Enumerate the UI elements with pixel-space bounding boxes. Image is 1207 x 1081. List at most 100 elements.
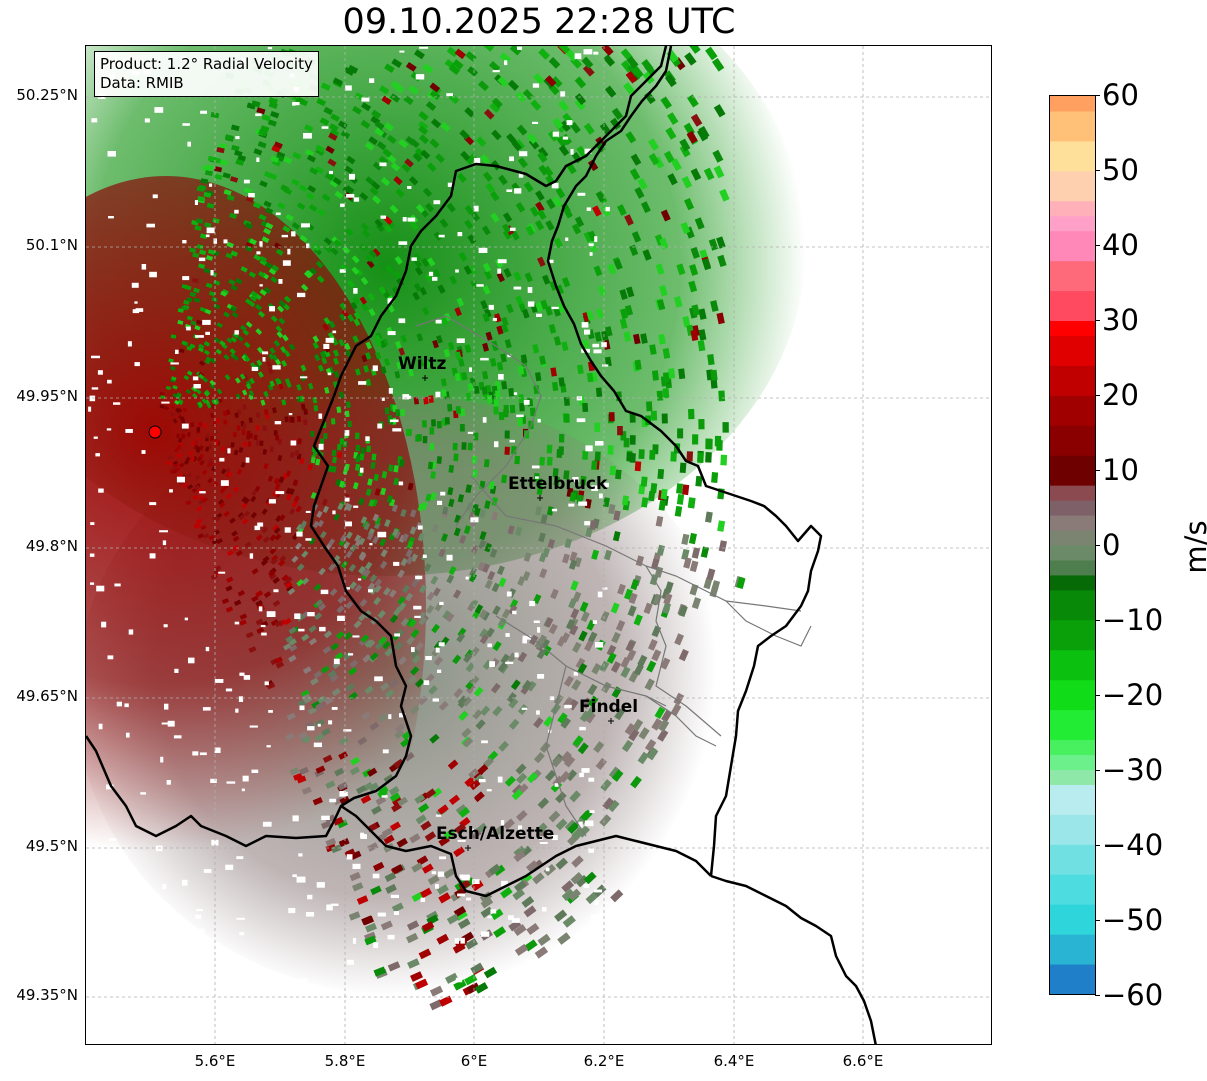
radar-echo-pixel: [409, 138, 420, 149]
radar-echo-pixel: [250, 495, 257, 503]
radar-echo-pixel: [437, 284, 446, 294]
radar-echo-pixel: [461, 727, 472, 739]
radar-echo-gap: [506, 591, 512, 597]
radar-echo-gap: [415, 74, 425, 80]
radar-map[interactable]: Wiltz Ettelbruck Findel Esch/Alzette: [85, 45, 992, 1045]
radar-echo-gap: [573, 671, 578, 676]
radar-echo-pixel: [481, 225, 491, 236]
radar-echo-pixel: [415, 814, 427, 825]
radar-echo-pixel: [490, 908, 504, 921]
radar-echo-gap: [299, 978, 308, 983]
radar-echo-pixel: [384, 63, 395, 74]
radar-echo-gap: [292, 1019, 301, 1023]
radar-echo-gap: [188, 657, 195, 664]
radar-echo-pixel: [313, 583, 322, 592]
radar-echo-pixel: [234, 150, 243, 157]
radar-echo-gap: [107, 655, 114, 660]
radar-echo-pixel: [381, 95, 392, 106]
radar-echo-pixel: [441, 316, 449, 326]
radar-echo-pixel: [413, 397, 420, 405]
radar-echo-pixel: [638, 484, 646, 495]
radar-echo-gap: [296, 876, 306, 883]
radar-echo-pixel: [401, 533, 409, 542]
radar-echo-gap: [267, 47, 273, 50]
radar-echo-pixel: [561, 341, 569, 352]
radar-echo-pixel: [213, 569, 221, 575]
radar-echo-pixel: [497, 617, 507, 628]
radar-echo-pixel: [464, 344, 472, 354]
radar-echo-pixel: [629, 413, 636, 423]
radar-echo-gap: [566, 120, 573, 126]
radar-echo-pixel: [537, 209, 547, 220]
radar-echo-gap: [269, 306, 275, 312]
radar-echo-gap: [576, 418, 586, 423]
radar-echo-gap: [545, 867, 550, 872]
radar-echo-gap: [602, 587, 608, 590]
radar-echo-gap: [255, 113, 262, 117]
radar-echo-pixel: [496, 325, 504, 335]
radar-echo-pixel: [674, 633, 684, 646]
radar-echo-pixel: [414, 266, 423, 276]
radar-echo-pixel: [682, 484, 690, 496]
radar-echo-pixel: [329, 128, 340, 138]
radar-echo-pixel: [181, 284, 189, 290]
radar-echo-pixel: [473, 507, 481, 517]
radar-echo-pixel: [190, 422, 195, 428]
radar-echo-gap: [559, 983, 567, 986]
radar-echo-pixel: [352, 335, 360, 344]
radar-echo-pixel: [670, 451, 677, 462]
radar-echo-pixel: [384, 647, 394, 657]
radar-echo-pixel: [289, 488, 295, 496]
radar-echo-pixel: [167, 455, 173, 461]
radar-echo-gap: [249, 725, 258, 728]
radar-echo-pixel: [373, 966, 387, 977]
radar-echo-pixel: [391, 902, 404, 913]
radar-echo-pixel: [523, 430, 530, 439]
radar-echo-gap: [564, 704, 572, 709]
radar-echo-gap: [199, 752, 207, 756]
radar-echo-gap: [407, 186, 412, 189]
radar-echo-pixel: [165, 385, 172, 391]
radar-echo-pixel: [571, 223, 582, 235]
radar-echo-pixel: [429, 733, 440, 744]
radar-echo-gap: [579, 726, 586, 731]
radar-echo-pixel: [308, 637, 318, 646]
radar-echo-pixel: [414, 678, 425, 688]
colorbar-tick-label: −20: [1094, 678, 1164, 712]
city-markers: [422, 375, 614, 851]
radar-echo-gap: [583, 49, 593, 55]
radar-echo-pixel: [300, 403, 306, 410]
colorbar-segment: [1050, 964, 1095, 994]
radar-echo-pixel: [488, 863, 501, 876]
radar-echo-pixel: [207, 458, 213, 465]
radar-echo-pixel: [703, 167, 715, 181]
radar-echo-pixel: [230, 284, 238, 291]
radar-echo-gap: [398, 481, 404, 486]
radar-echo-pixel: [571, 679, 582, 691]
radar-echo-pixel: [205, 255, 214, 261]
radar-echo-pixel: [316, 510, 323, 518]
radar-echo-gap: [339, 791, 347, 797]
radar-echo-pixel: [329, 179, 339, 188]
radar-echo-pixel: [509, 46, 522, 56]
radar-echo-pixel: [267, 384, 274, 391]
radar-echo-pixel: [222, 410, 228, 417]
radar-echo-pixel: [361, 711, 371, 721]
radar-echo-pixel: [291, 222, 301, 230]
radar-echo-pixel: [553, 694, 564, 706]
radar-echo-pixel: [464, 219, 474, 230]
radar-echo-pixel: [368, 308, 376, 317]
colorbar-tick-label: 60: [1095, 78, 1139, 112]
radar-echo-pixel: [185, 388, 192, 395]
radar-echo-pixel: [321, 498, 328, 506]
radar-echo-pixel: [533, 751, 545, 764]
radar-echo-pixel: [585, 891, 599, 905]
radar-echo-pixel: [328, 123, 339, 132]
radar-echo-gap: [551, 306, 559, 310]
radar-echo-pixel: [410, 648, 420, 659]
radar-echo-pixel: [452, 442, 458, 451]
radar-echo-pixel: [417, 611, 427, 621]
radar-echo-pixel: [426, 591, 435, 601]
radar-echo-gap: [601, 342, 607, 348]
radar-echo-gap: [305, 510, 311, 513]
